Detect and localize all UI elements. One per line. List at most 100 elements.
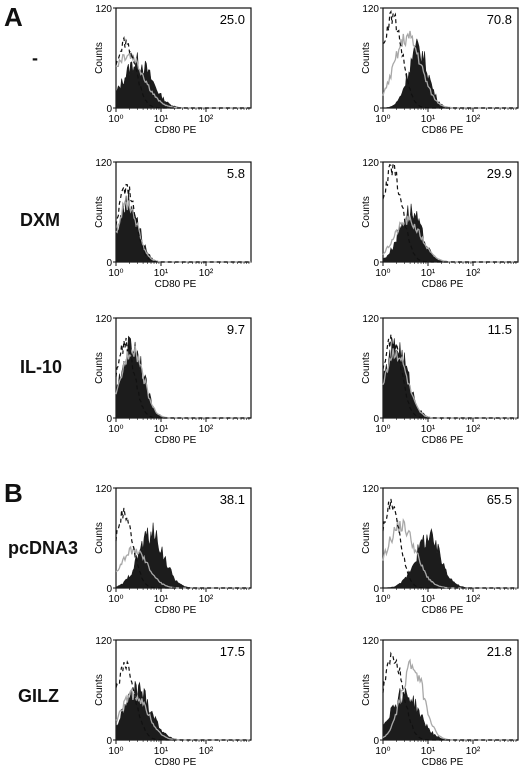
y-tick-label: 120 — [362, 158, 379, 169]
x-axis-label: CD80 PE — [155, 435, 197, 446]
row-label-gilz: GILZ — [18, 686, 59, 706]
y-tick-label: 120 — [362, 314, 379, 325]
x-tick-label: 10⁰ — [375, 114, 390, 125]
percent-positive-label: 9.7 — [227, 322, 245, 337]
row-label-control: - — [32, 48, 38, 68]
percent-positive-label: 17.5 — [220, 644, 245, 659]
y-tick-label: 0 — [373, 414, 379, 425]
dashed-line-histogram — [115, 183, 251, 263]
x-tick-label: 10¹ — [154, 594, 169, 605]
y-tick-label: 120 — [362, 484, 379, 495]
x-axis-label: CD80 PE — [155, 757, 197, 768]
x-tick-label: 10² — [199, 594, 214, 605]
percent-positive-label: 65.5 — [487, 492, 512, 507]
y-tick-label: 0 — [106, 584, 112, 595]
x-tick-label: 10⁰ — [375, 746, 390, 757]
y-tick-label: 120 — [95, 314, 112, 325]
y-tick-label: 0 — [373, 104, 379, 115]
dashed-line-histogram — [115, 337, 251, 419]
dashed-line-histogram — [115, 36, 251, 109]
row-label-pcdna3: pcDNA3 — [8, 538, 79, 558]
percent-positive-label: 5.8 — [227, 166, 245, 181]
dashed-line-histogram — [382, 334, 518, 419]
y-axis-label: Counts — [361, 42, 372, 74]
y-axis-label: Counts — [94, 352, 105, 384]
row-label-il10: IL-10 — [20, 357, 63, 377]
y-tick-label: 0 — [106, 258, 112, 269]
x-tick-label: 10¹ — [154, 746, 169, 757]
x-tick-label: 10² — [466, 268, 481, 279]
x-tick-label: 10¹ — [421, 746, 436, 757]
x-tick-label: 10¹ — [154, 114, 169, 125]
x-tick-label: 10² — [199, 268, 214, 279]
x-tick-label: 10¹ — [421, 424, 436, 435]
x-axis-label: CD80 PE — [155, 279, 197, 290]
x-tick-label: 10¹ — [154, 268, 169, 279]
y-axis-label: Counts — [361, 196, 372, 228]
dashed-line-histogram — [382, 498, 518, 589]
x-tick-label: 10⁰ — [375, 268, 390, 279]
percent-positive-label: 70.8 — [487, 12, 512, 27]
y-axis-label: Counts — [94, 196, 105, 228]
dashed-line-histogram — [382, 9, 518, 109]
x-tick-label: 10¹ — [421, 268, 436, 279]
percent-positive-label: 29.9 — [487, 166, 512, 181]
y-tick-label: 0 — [373, 258, 379, 269]
plot-frame — [382, 487, 519, 589]
dashed-line-histogram — [115, 507, 251, 589]
y-axis-label: Counts — [94, 674, 105, 706]
x-tick-label: 10⁰ — [108, 424, 123, 435]
y-axis-label: Counts — [361, 352, 372, 384]
dashed-line-histogram — [382, 163, 518, 263]
x-axis-label: CD86 PE — [422, 279, 464, 290]
x-tick-label: 10² — [199, 114, 214, 125]
percent-positive-label: 11.5 — [488, 322, 512, 337]
x-tick-label: 10⁰ — [108, 114, 123, 125]
y-tick-label: 0 — [373, 736, 379, 747]
x-tick-label: 10² — [466, 114, 481, 125]
x-tick-label: 10⁰ — [108, 746, 123, 757]
x-axis-label: CD86 PE — [422, 605, 464, 616]
x-axis-label: CD86 PE — [422, 757, 464, 768]
percent-positive-label: 25.0 — [220, 12, 245, 27]
x-tick-label: 10² — [466, 424, 481, 435]
x-axis-label: CD80 PE — [155, 125, 197, 136]
y-axis-label: Counts — [361, 674, 372, 706]
y-tick-label: 0 — [373, 584, 379, 595]
x-tick-label: 10⁰ — [108, 594, 123, 605]
x-axis-label: CD80 PE — [155, 605, 197, 616]
y-tick-label: 0 — [106, 414, 112, 425]
x-tick-label: 10⁰ — [375, 594, 390, 605]
x-tick-label: 10¹ — [154, 424, 169, 435]
y-tick-label: 0 — [106, 736, 112, 747]
x-tick-label: 10² — [466, 594, 481, 605]
y-axis-label: Counts — [94, 522, 105, 554]
x-tick-label: 10² — [199, 424, 214, 435]
dashed-line-histogram — [115, 660, 251, 741]
dashed-line-histogram — [382, 651, 518, 741]
y-tick-label: 120 — [362, 4, 379, 15]
x-axis-label: CD86 PE — [422, 435, 464, 446]
y-tick-label: 120 — [95, 4, 112, 15]
percent-positive-label: 21.8 — [487, 644, 512, 659]
row-label-dxm: DXM — [20, 210, 60, 230]
y-tick-label: 120 — [95, 158, 112, 169]
panel-label-a: A — [4, 2, 23, 32]
x-tick-label: 10⁰ — [375, 424, 390, 435]
y-axis-label: Counts — [94, 42, 105, 74]
x-tick-label: 10² — [466, 746, 481, 757]
y-tick-label: 120 — [362, 636, 379, 647]
panel-label-b: B — [4, 478, 23, 508]
y-tick-label: 120 — [95, 636, 112, 647]
y-axis-label: Counts — [361, 522, 372, 554]
